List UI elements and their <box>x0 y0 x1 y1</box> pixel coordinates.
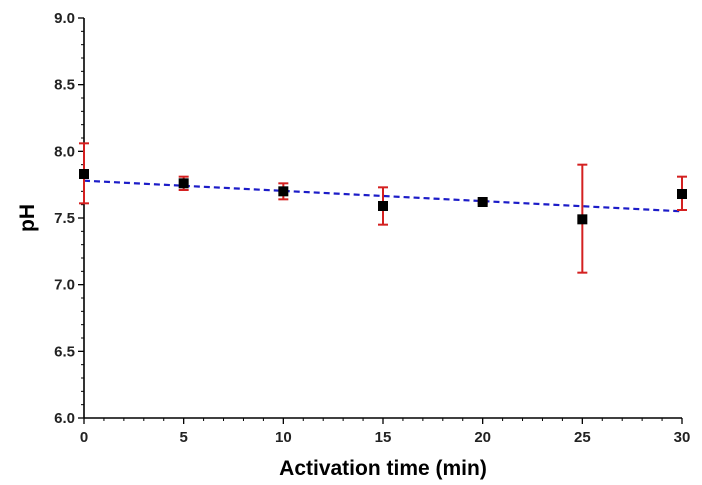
y-tick-label: 8.0 <box>54 143 75 160</box>
data-point <box>577 214 588 225</box>
y-tick-label: 8.5 <box>54 77 75 94</box>
x-tick-label: 10 <box>275 429 292 446</box>
x-tick-label: 0 <box>80 429 88 446</box>
y-tick-label: 9.0 <box>54 10 75 27</box>
data-point <box>378 201 388 211</box>
x-tick-label: 25 <box>574 429 591 446</box>
y-tick-label: 6.5 <box>54 343 75 360</box>
data-points <box>79 169 687 225</box>
y-tick-label: 7.0 <box>54 277 75 294</box>
data-point <box>178 178 189 189</box>
data-point <box>477 197 488 207</box>
data-point <box>677 189 687 199</box>
ticks: 0 5 10 15 20 25 30 6.0 6.5 7.0 7.5 8.0 8.5 9.0 <box>54 10 690 446</box>
y-tick-label: 6.0 <box>54 410 75 427</box>
x-tick-label: 30 <box>674 429 691 446</box>
y-axis-title: pH <box>16 204 39 232</box>
x-tick-label: 5 <box>179 429 187 446</box>
data-point <box>79 169 89 179</box>
error-bars <box>79 142 687 274</box>
x-tick-label: 20 <box>474 429 491 446</box>
data-point <box>278 186 289 197</box>
x-tick-label: 15 <box>375 429 392 446</box>
x-axis-title: Activation time (min) <box>279 457 487 480</box>
y-tick-label: 7.5 <box>54 210 75 227</box>
